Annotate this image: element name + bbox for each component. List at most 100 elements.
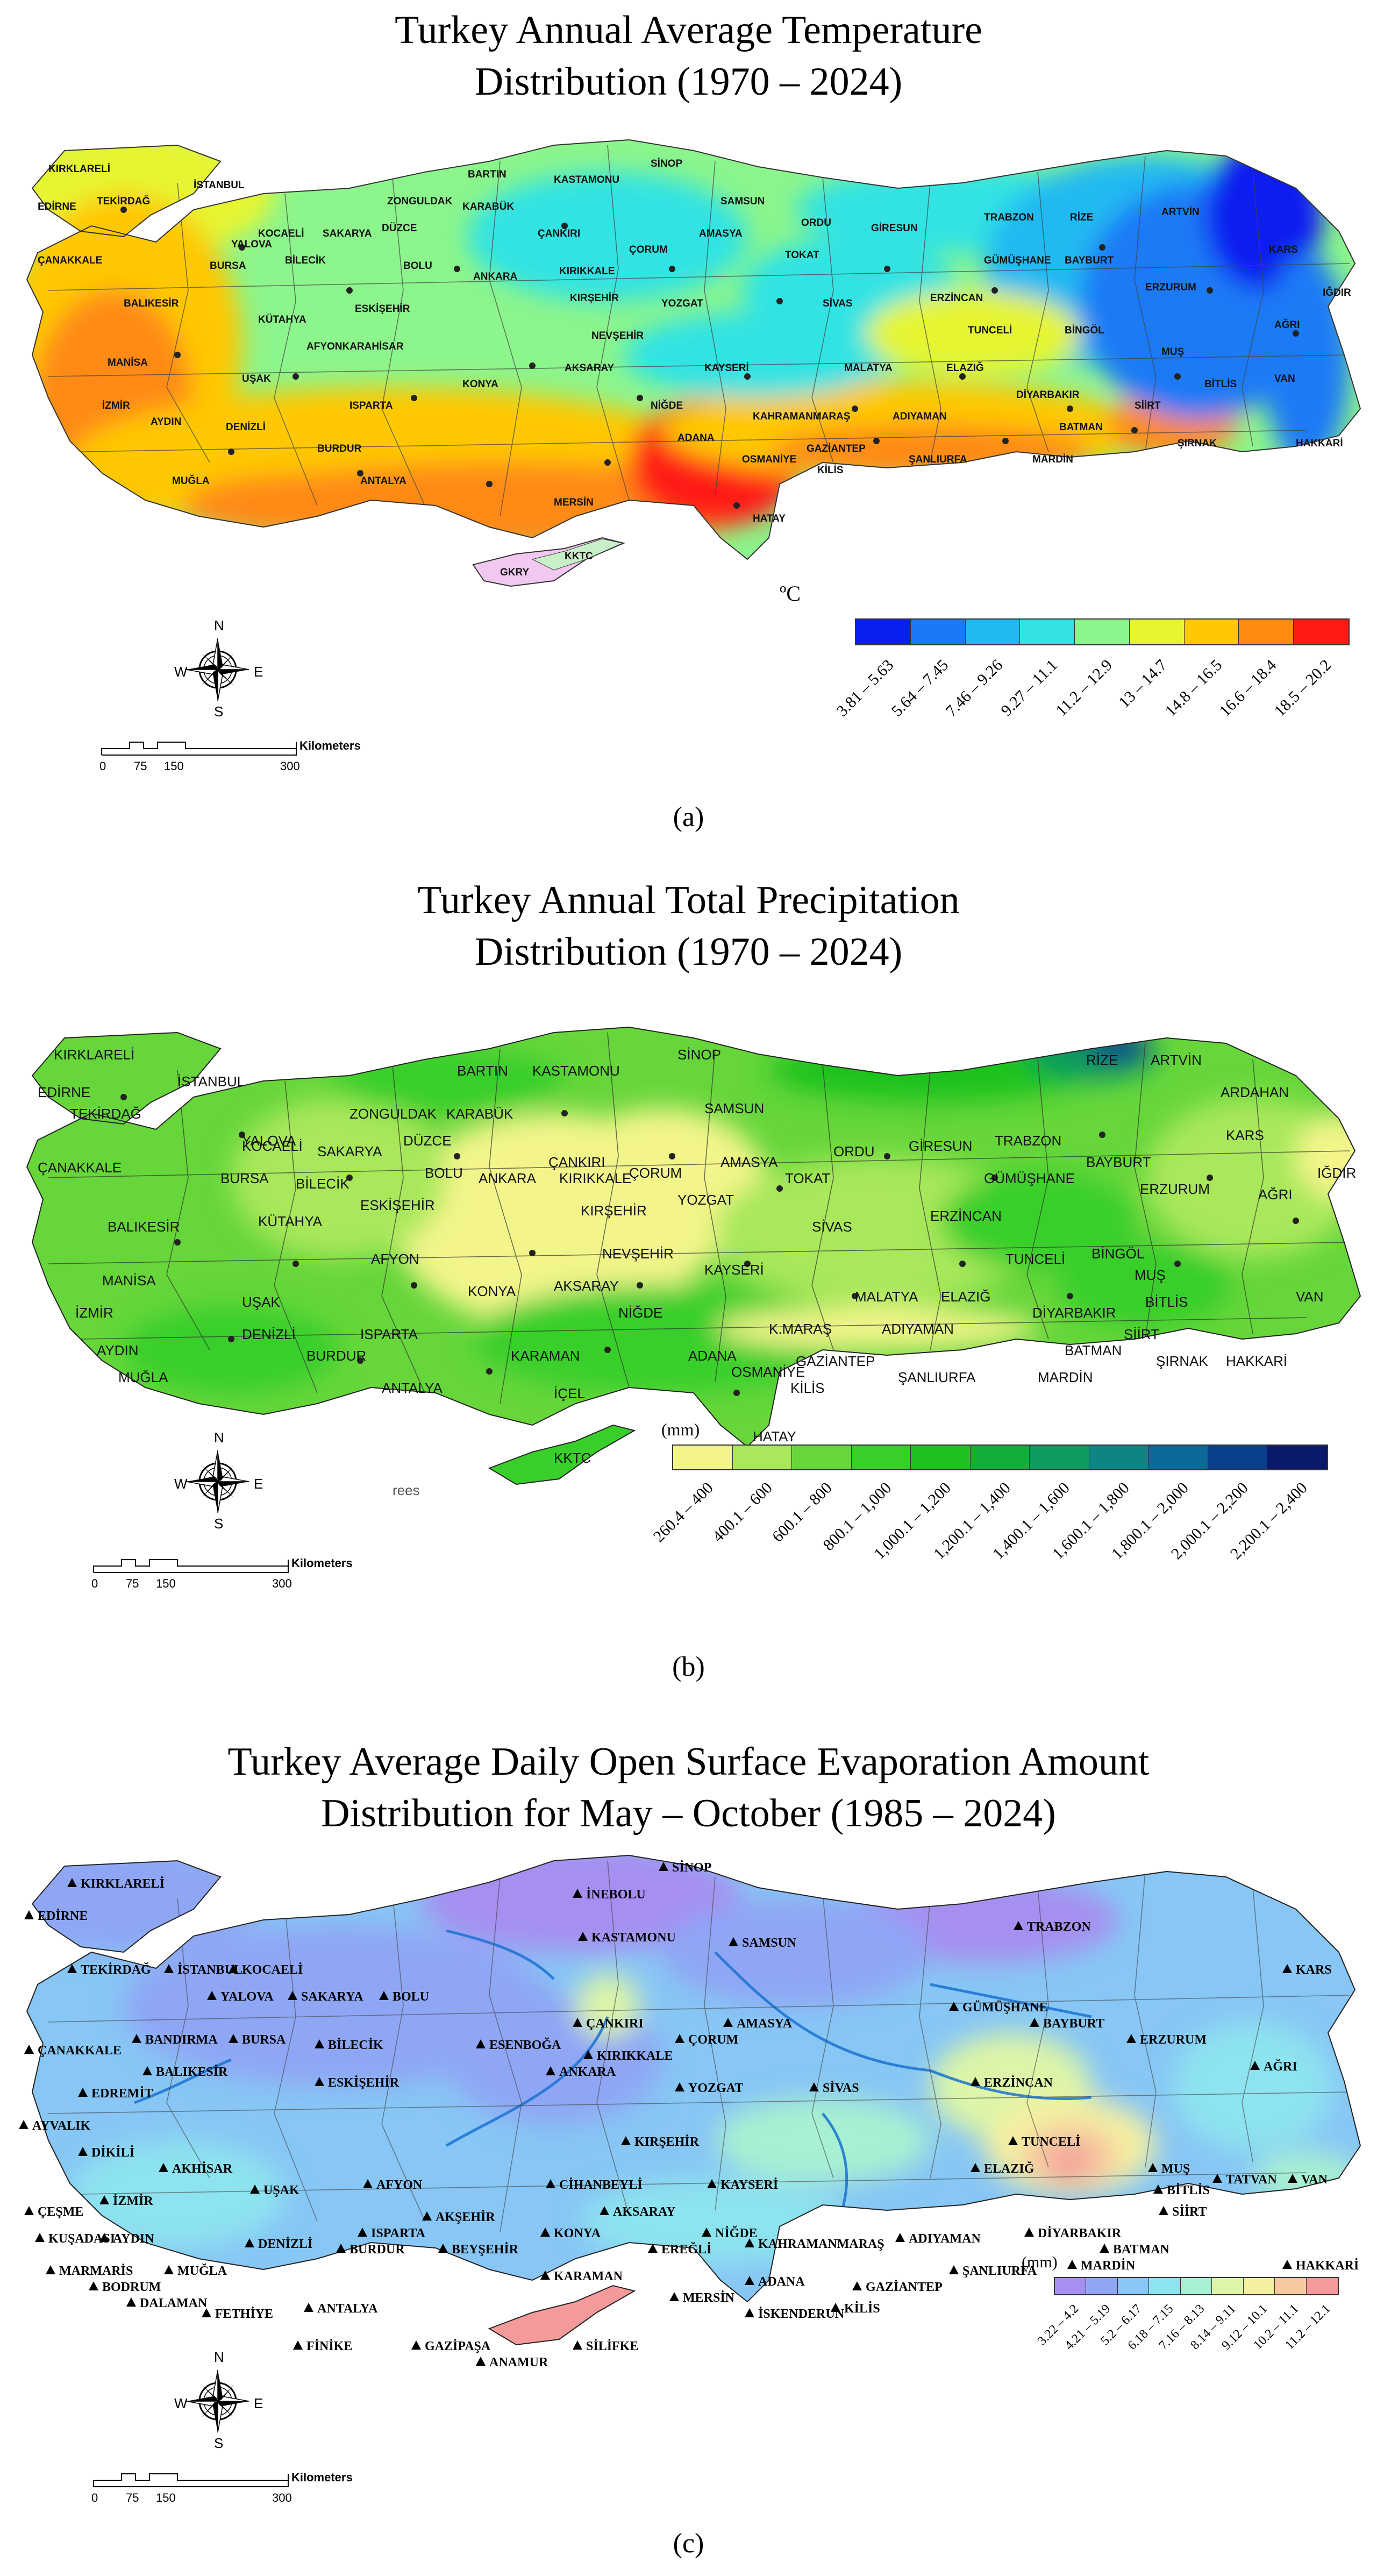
place-label: GAZİANTEP [796, 1353, 875, 1369]
place-label: AYDIN [97, 1342, 139, 1358]
place-label: KAHRAMANMARAŞ [753, 411, 851, 422]
station-marker [159, 2163, 168, 2172]
place-label: SAMSUN [742, 1936, 797, 1950]
place-label: BAYBURT [1043, 2017, 1104, 2031]
scale-unit-label: Kilometers [291, 1556, 353, 1570]
place-label: MALATYA [855, 1289, 918, 1305]
place-label: BATMAN [1059, 422, 1103, 433]
place-label: HATAY [753, 513, 786, 524]
station-marker [1153, 2184, 1163, 2194]
place-label: KARAMAN [511, 1348, 580, 1364]
place-label: HATAY [753, 1428, 796, 1444]
place-label: DİYARBAKIR [1032, 1305, 1116, 1321]
place-label: AYDIN [113, 2232, 154, 2246]
compass-south-label: S [214, 703, 224, 720]
compass-north-label: N [214, 1429, 224, 1446]
place-label: KAYSERİ [704, 362, 749, 374]
station-marker [358, 2228, 367, 2237]
place-label: BİLECİK [285, 255, 326, 266]
place-label: İNEBOLU [586, 1888, 646, 1902]
place-label: TOKAT [785, 250, 819, 261]
place-label: GÜMÜŞHANE [962, 2001, 1048, 2015]
place-label: KİLİS [844, 2302, 880, 2316]
place-label: ZONGULDAK [387, 196, 453, 207]
place-label: BOLU [403, 260, 432, 272]
place-label: EDREMİT [91, 2087, 153, 2101]
station-marker [659, 1862, 668, 1871]
place-label: KIRIKKALE [597, 2049, 673, 2063]
legend-swatches [672, 1444, 1328, 1470]
station-marker [78, 2147, 88, 2156]
place-label: KIRIKKALE [559, 1170, 631, 1186]
place-label: MUŞ [1161, 346, 1184, 358]
legend-swatch [1239, 620, 1294, 644]
station-marker [476, 2039, 486, 2048]
cyprus-shape [488, 1424, 636, 1485]
place-label: DÜZCE [403, 1133, 452, 1149]
station-marker [949, 2265, 959, 2274]
place-label: ÇANKIRI [548, 1154, 605, 1170]
station-marker [573, 2018, 582, 2027]
place-label: ÇANAKKALE [38, 255, 102, 266]
place-label: BAYBURT [1086, 1154, 1151, 1170]
place-label: KASTAMONU [532, 1063, 620, 1079]
place-label: BİLECİK [296, 1176, 349, 1192]
place-label: EREĞLİ [661, 2242, 711, 2257]
place-label: SAKARYA [317, 1143, 382, 1159]
station-marker [1014, 1921, 1023, 1930]
compass-east-label: E [254, 664, 263, 680]
station-marker [583, 2050, 593, 2059]
place-label: UŞAK [242, 373, 271, 385]
place-label: SİNOP [651, 158, 682, 169]
legend-labels: 3.81 – 5.63 5.64 – 7.45 7.46 – 9.26 9.27 – … [833, 656, 1350, 785]
temperature-legend: ºC 3.81 – 5.63 5.64 – 7.45 7.46 – 9.26 9.27… [780, 581, 1350, 791]
place-label: AYVALIK [32, 2119, 90, 2133]
place-label: BANDIRMA [145, 2033, 218, 2047]
station-marker [476, 2357, 486, 2366]
place-label: NİĞDE [618, 1305, 662, 1321]
scale-tick-label: 75 [126, 2491, 139, 2504]
place-label: SİİRT [1124, 1326, 1159, 1342]
station-marker [438, 2244, 448, 2253]
place-label: KONYA [468, 1283, 516, 1299]
station-marker [1282, 1964, 1292, 1973]
place-label: YALOVA [220, 1990, 274, 2004]
panel-c-title: Turkey Average Daily Open Surface Evapor… [0, 1736, 1377, 1839]
place-label: KONYA [462, 379, 498, 390]
place-label: KARAMAN [554, 2269, 623, 2283]
legend-swatch [1020, 620, 1075, 644]
place-label: KAHRAMANMARAŞ [758, 2237, 884, 2251]
place-label: AMASYA [737, 2017, 793, 2031]
station-marker [164, 1964, 174, 1973]
station-marker [315, 2039, 324, 2048]
station-marker [702, 2228, 711, 2237]
place-label: ÇORUM [629, 1165, 682, 1181]
place-label: BİNGÖL [1091, 1246, 1144, 1262]
legend-swatch [856, 620, 911, 644]
station-marker [89, 2281, 98, 2290]
place-label: BURDUR [317, 443, 362, 454]
place-label: YOZGAT [688, 2081, 743, 2095]
place-label: BARTIN [468, 169, 506, 180]
place-label: MARDİN [1081, 2259, 1136, 2273]
place-label: rees [393, 1482, 420, 1498]
place-label: KARABÜK [462, 201, 514, 212]
place-label: OSMANİYE [731, 1364, 805, 1380]
place-label: ZONGULDAK [349, 1106, 437, 1122]
legend-swatch [1184, 620, 1239, 644]
place-label: SAMSUN [720, 196, 765, 207]
panel-a-title: Turkey Annual Average Temperature Distri… [0, 4, 1377, 108]
scale-bar-graphic [93, 2473, 289, 2487]
place-label: UŞAK [242, 1294, 280, 1310]
place-label: BARTIN [457, 1063, 508, 1079]
station-marker [1288, 2174, 1297, 2183]
place-label: GİRESUN [871, 223, 918, 234]
place-label: GÜMÜŞHANE [984, 255, 1051, 266]
place-label: IĞDIR [1317, 1165, 1356, 1181]
station-marker [1024, 2228, 1034, 2237]
legend-swatch [1180, 2278, 1212, 2294]
scale-tick-label: 150 [164, 759, 184, 773]
scale-tick-label: 300 [272, 1577, 292, 1590]
place-label: ISPARTA [371, 2226, 426, 2240]
legend-swatch [970, 1446, 1030, 1469]
